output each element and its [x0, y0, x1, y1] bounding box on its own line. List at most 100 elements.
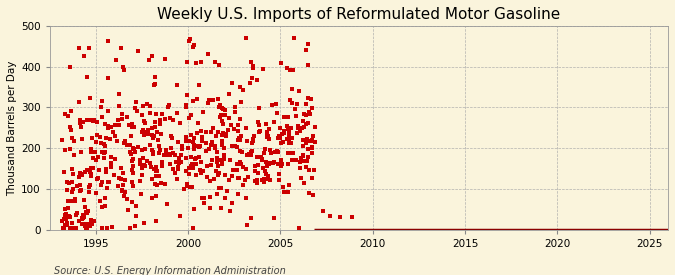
Point: [161, 148, 172, 152]
Point: [117, 189, 128, 194]
Point: [58, 226, 69, 230]
Point: [151, 130, 162, 135]
Text: Source: U.S. Energy Information Administration: Source: U.S. Energy Information Administ…: [54, 266, 286, 275]
Point: [298, 112, 309, 116]
Point: [154, 150, 165, 155]
Point: [295, 129, 306, 134]
Point: [88, 219, 99, 223]
Point: [216, 186, 227, 191]
Point: [124, 150, 135, 155]
Point: [292, 131, 302, 135]
Point: [86, 174, 97, 178]
Point: [264, 127, 275, 131]
Point: [297, 153, 308, 157]
Point: [248, 139, 259, 143]
Point: [245, 151, 256, 156]
Point: [306, 138, 317, 142]
Point: [162, 153, 173, 157]
Point: [284, 126, 295, 131]
Point: [88, 118, 99, 122]
Point: [186, 113, 196, 117]
Point: [188, 44, 198, 49]
Point: [267, 160, 278, 165]
Point: [213, 105, 224, 109]
Point: [244, 81, 255, 85]
Point: [221, 134, 232, 138]
Point: [90, 191, 101, 195]
Point: [261, 134, 272, 139]
Point: [95, 183, 106, 188]
Point: [160, 117, 171, 121]
Point: [117, 171, 128, 176]
Point: [183, 116, 194, 120]
Point: [196, 137, 207, 142]
Point: [80, 226, 91, 230]
Point: [72, 211, 83, 215]
Point: [80, 169, 90, 174]
Point: [61, 223, 72, 228]
Point: [65, 128, 76, 132]
Point: [191, 173, 202, 177]
Point: [84, 46, 95, 51]
Point: [138, 156, 148, 160]
Point: [106, 155, 117, 160]
Point: [91, 140, 102, 144]
Point: [153, 138, 163, 142]
Point: [202, 52, 213, 56]
Point: [138, 128, 148, 133]
Point: [263, 176, 273, 180]
Point: [134, 158, 145, 162]
Point: [198, 201, 209, 205]
Point: [79, 54, 90, 59]
Point: [122, 115, 132, 119]
Point: [206, 142, 217, 147]
Point: [59, 170, 70, 174]
Point: [240, 36, 251, 41]
Point: [65, 64, 76, 69]
Point: [112, 117, 123, 122]
Point: [97, 205, 107, 209]
Point: [88, 155, 99, 160]
Point: [125, 226, 136, 230]
Point: [100, 196, 111, 200]
Point: [101, 136, 111, 140]
Point: [127, 199, 138, 204]
Point: [188, 139, 198, 144]
Point: [123, 207, 134, 212]
Point: [103, 180, 114, 185]
Point: [119, 178, 130, 183]
Point: [196, 160, 207, 164]
Point: [81, 210, 92, 215]
Point: [127, 168, 138, 172]
Point: [233, 129, 244, 133]
Point: [269, 120, 279, 124]
Point: [270, 150, 281, 155]
Point: [217, 139, 227, 144]
Point: [67, 136, 78, 140]
Point: [252, 163, 263, 167]
Point: [159, 57, 170, 62]
Point: [130, 106, 140, 110]
Point: [74, 219, 84, 224]
Point: [144, 161, 155, 166]
Point: [136, 130, 147, 134]
Point: [184, 39, 194, 43]
Point: [117, 65, 128, 69]
Point: [59, 147, 70, 152]
Point: [235, 85, 246, 89]
Point: [66, 109, 77, 113]
Point: [186, 132, 196, 137]
Point: [232, 168, 242, 172]
Point: [251, 155, 262, 160]
Point: [175, 214, 186, 219]
Point: [302, 96, 313, 101]
Point: [77, 172, 88, 177]
Point: [307, 176, 318, 180]
Point: [263, 174, 273, 178]
Point: [97, 115, 107, 119]
Point: [126, 152, 137, 156]
Point: [67, 172, 78, 177]
Point: [136, 166, 147, 170]
Point: [60, 223, 71, 227]
Point: [105, 160, 116, 165]
